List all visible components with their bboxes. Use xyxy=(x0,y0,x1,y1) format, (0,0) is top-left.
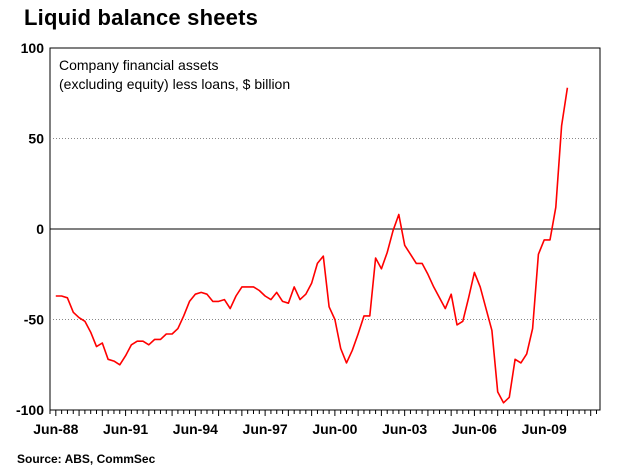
y-tick-label: -100 xyxy=(16,402,44,418)
gridlines xyxy=(50,138,600,320)
x-tick-label: Jun-00 xyxy=(312,421,357,437)
x-axis: Jun-88 Jun-91 Jun-94 Jun-97 Jun-00 Jun-03 Jun-… xyxy=(33,410,598,437)
y-tick-label: 100 xyxy=(21,40,45,56)
x-tick-label: Jun-97 xyxy=(243,421,288,437)
y-tick-label: 50 xyxy=(28,131,44,147)
chart-title: Liquid balance sheets xyxy=(24,5,259,30)
x-tick-label: Jun-94 xyxy=(173,421,218,437)
y-axis: 100 50 0 -50 -100 xyxy=(16,40,44,418)
y-tick-label: -50 xyxy=(24,312,44,328)
annotation-line-1: Company financial assets xyxy=(59,57,219,73)
source-note: Source: ABS, CommSec xyxy=(17,452,156,466)
annotation-line-2: (excluding equity) less loans, $ billion xyxy=(59,76,290,92)
y-tick-label: 0 xyxy=(36,221,44,237)
x-tick-label: Jun-88 xyxy=(33,421,78,437)
x-tick-label: Jun-09 xyxy=(522,421,567,437)
x-tick-label: Jun-06 xyxy=(452,421,497,437)
x-tick-label: Jun-91 xyxy=(103,421,148,437)
series-line xyxy=(55,87,569,404)
x-tick-label: Jun-03 xyxy=(382,421,427,437)
